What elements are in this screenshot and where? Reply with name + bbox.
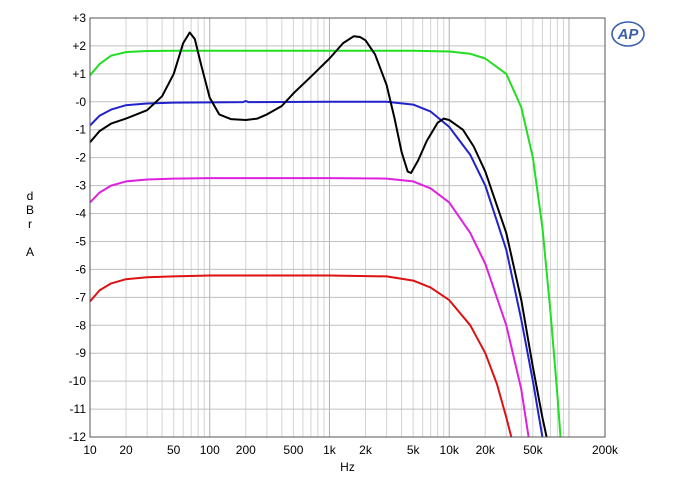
y-axis-label-char: r [28, 217, 32, 231]
y-tick-label: -3 [75, 179, 86, 193]
series-line-4 [89, 274, 513, 438]
x-tick-label: 5k [407, 443, 421, 457]
series-line-2 [89, 100, 544, 438]
y-tick-label: -1 [75, 123, 86, 137]
ap-logo: AP [611, 21, 645, 47]
x-tick-label: 2k [359, 443, 373, 457]
y-axis-label-char: A [26, 245, 34, 259]
series-line-1 [89, 49, 562, 438]
x-tick-label: 200 [236, 443, 256, 457]
logo-text: AP [617, 26, 640, 43]
x-tick-label: 10k [440, 443, 460, 457]
y-axis-label-char: B [26, 203, 34, 217]
x-axis-label: Hz [340, 460, 355, 474]
y-tick-label: -2 [75, 151, 86, 165]
logo-ring [611, 21, 645, 47]
y-tick-label: -8 [75, 318, 86, 332]
x-tick-label: 500 [283, 443, 303, 457]
y-tick-label: +1 [72, 67, 86, 81]
x-tick-label: 50k [523, 443, 543, 457]
x-tick-label: 20k [476, 443, 496, 457]
y-tick-label: -11 [70, 402, 87, 416]
y-tick-label: -6 [75, 262, 86, 276]
x-tick-labels: 10 20 50 100 200 500 1k 2k 5k 10k 20k 50k 200k [83, 443, 619, 457]
grid [89, 17, 606, 438]
series-group [89, 31, 562, 438]
y-tick-label: -0 [75, 95, 86, 109]
y-tick-label: -10 [69, 374, 87, 388]
x-tick-label: 200k [592, 443, 619, 457]
x-tick-label: 100 [200, 443, 220, 457]
x-tick-label: 10 [83, 443, 97, 457]
plot-frame [89, 17, 606, 438]
series-line-3 [89, 177, 530, 438]
y-tick-label: -9 [75, 346, 86, 360]
y-tick-label: -5 [75, 234, 86, 248]
y-tick-label: -4 [75, 207, 86, 221]
x-tick-label: 20 [119, 443, 133, 457]
y-tick-labels: +3 +2 +1 -0 -1 -2 -3 -4 -5 -6 -7 -8 -9 -10 -11 -12 [69, 11, 87, 444]
y-tick-label: -12 [69, 430, 87, 444]
y-tick-label: +2 [72, 39, 86, 53]
x-tick-label: 50 [167, 443, 181, 457]
x-tick-label: 1k [323, 443, 337, 457]
y-tick-label: -7 [75, 290, 86, 304]
y-axis-label-char: d [27, 189, 34, 203]
y-tick-label: +3 [72, 11, 86, 25]
series-line-5 [89, 31, 548, 438]
